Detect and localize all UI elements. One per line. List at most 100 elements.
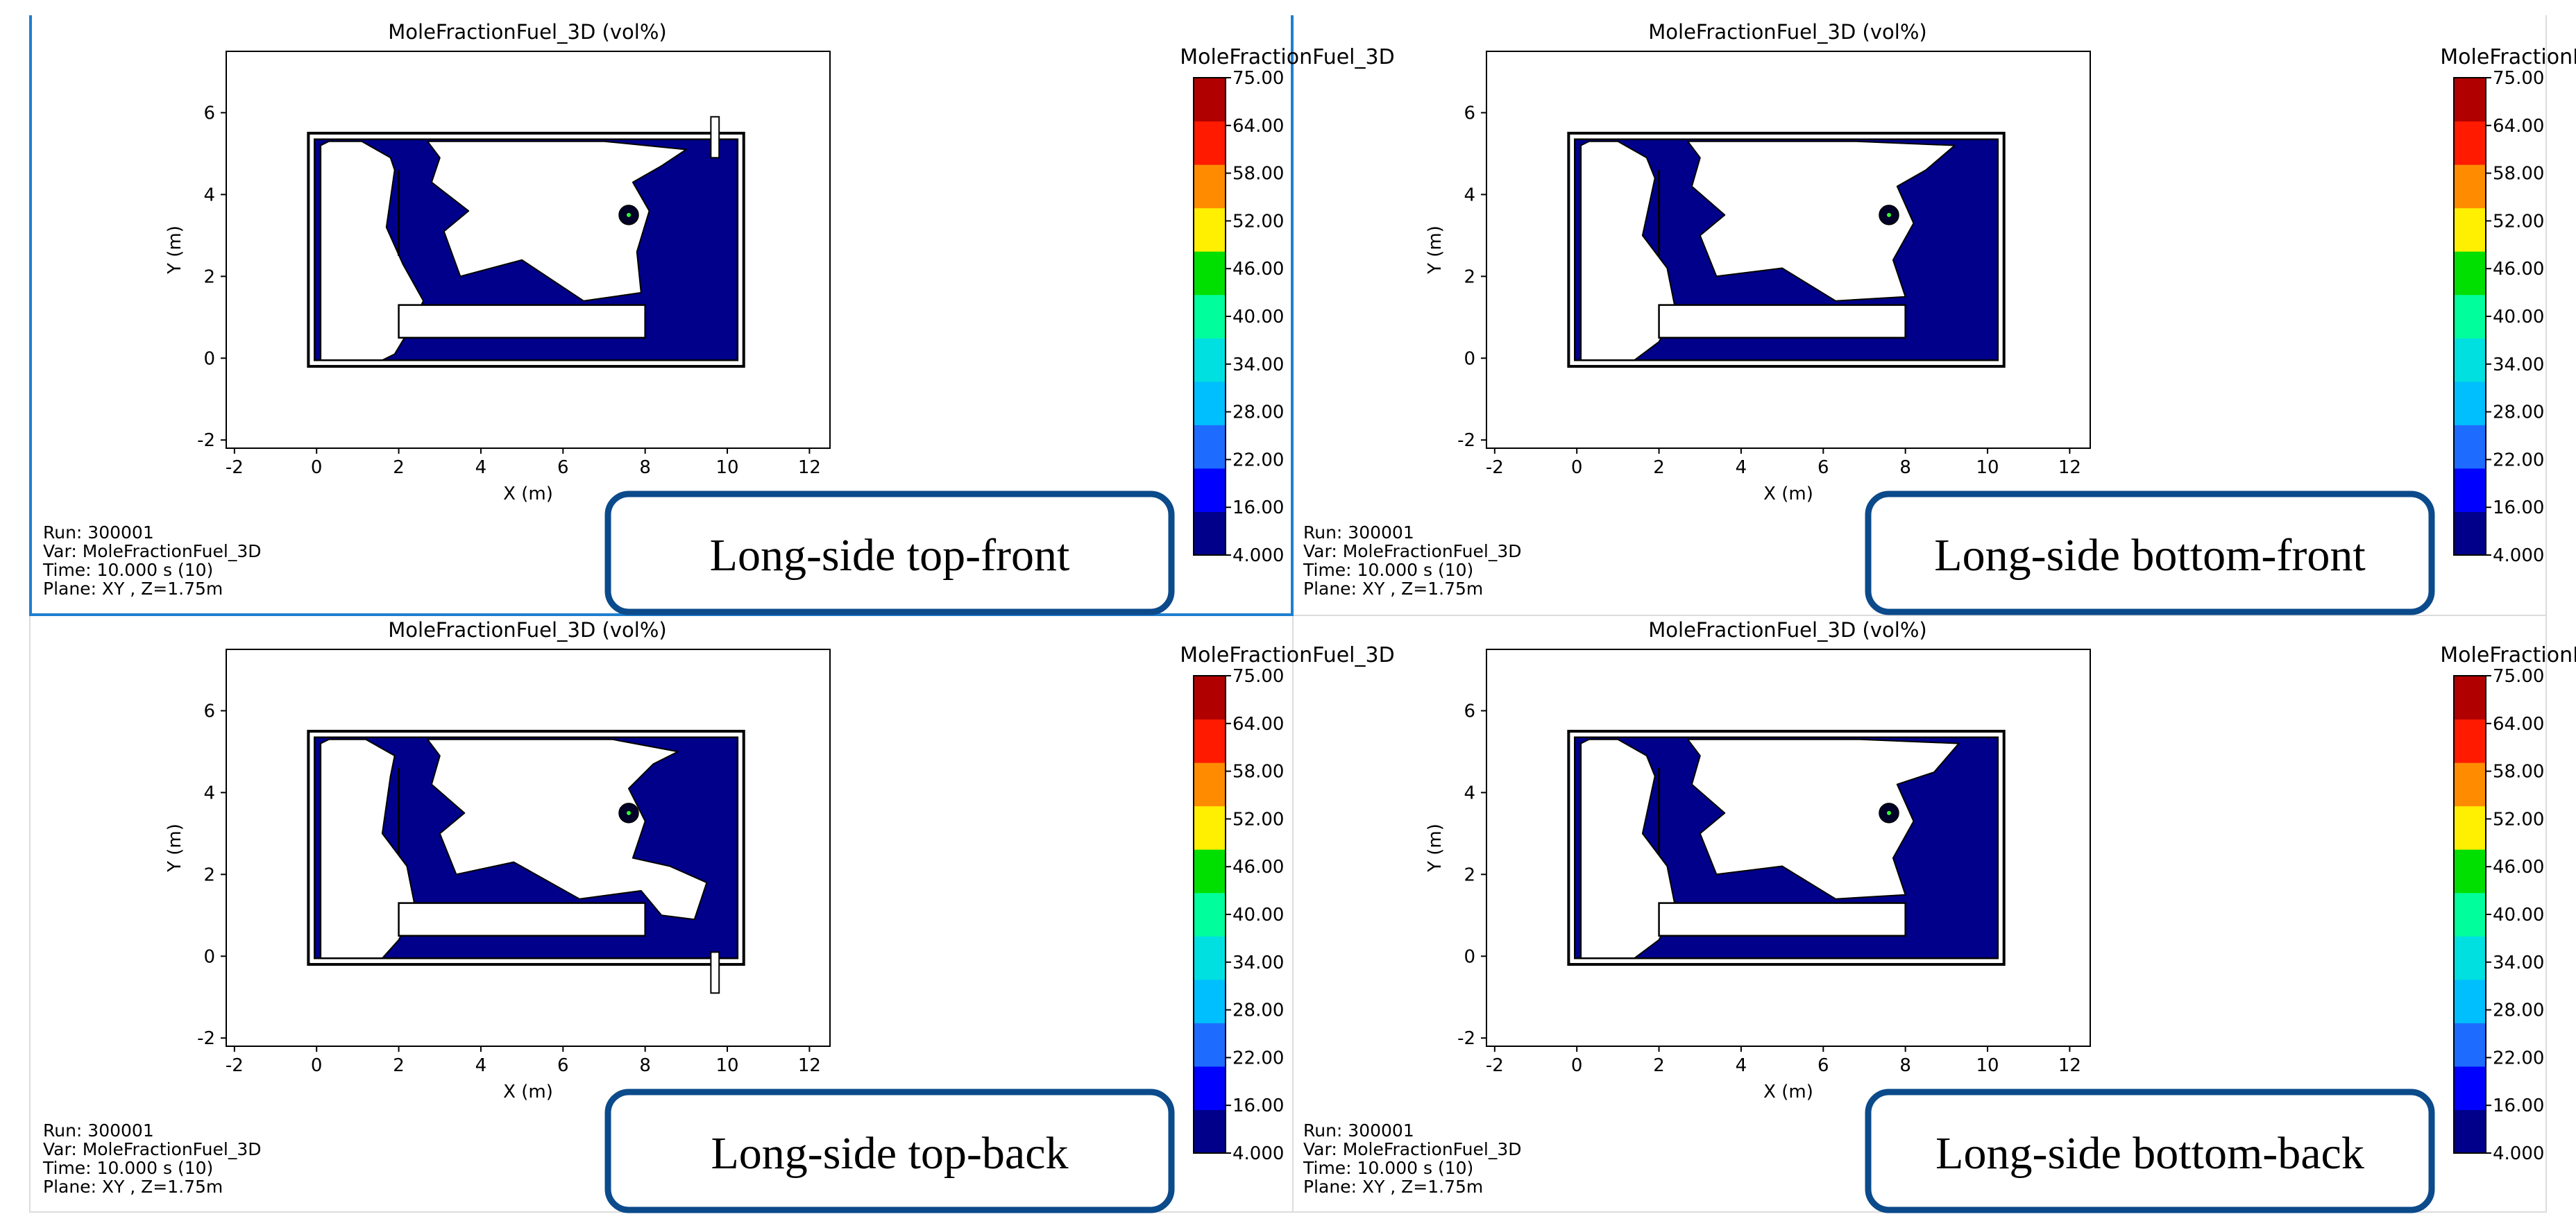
colorbar-tick-label: 46.00 — [2493, 259, 2544, 280]
colorbar-band — [2454, 338, 2486, 382]
colorbar-tick-label: 16.00 — [2493, 497, 2544, 518]
colorbar-tick-label: 40.00 — [2493, 307, 2544, 327]
colorbar-band — [1194, 1023, 1226, 1067]
y-tick-label: 0 — [203, 946, 215, 967]
x-tick-label: 2 — [1653, 457, 1665, 478]
y-tick-label: 4 — [203, 185, 215, 205]
y-axis-label: Y (m) — [1425, 824, 1446, 873]
x-tick-label: 10 — [715, 1055, 738, 1076]
colorbar-band — [1194, 294, 1226, 339]
x-tick-label: 12 — [2058, 457, 2081, 478]
leak-source-marker — [1887, 810, 1891, 815]
colorbar-band — [2454, 294, 2486, 339]
fuel-free-region-center — [1687, 140, 1956, 302]
info-time: Time: 10.000 s (10) — [42, 560, 213, 580]
colorbar-band — [2454, 1109, 2486, 1154]
y-tick-label: 2 — [1464, 266, 1475, 287]
colorbar-title: MoleFractionFuel_3D — [2440, 45, 2576, 69]
colorbar-band — [2454, 805, 2486, 850]
obstacle-block — [398, 902, 646, 937]
y-axis-label: Y (m) — [164, 824, 185, 873]
colorbar-band — [2454, 936, 2486, 980]
colorbar-band — [2454, 849, 2486, 894]
colorbar-tick-label: 64.00 — [2493, 714, 2544, 735]
colorbar-band — [2454, 381, 2486, 425]
callout-box — [1865, 1089, 2435, 1213]
x-tick-label: 12 — [798, 457, 821, 478]
colorbar-band — [1194, 381, 1226, 425]
callout-box — [1865, 491, 2435, 615]
panel-4: MoleFractionFuel_3D (vol%) -2 0 2 4 6 8 10 12 -2 0… — [1303, 618, 2576, 1213]
colorbar-tick-label: 58.00 — [2493, 762, 2544, 783]
x-tick-label: 2 — [393, 1055, 405, 1076]
info-plane: Plane: XY , Z=1.75m — [43, 1177, 223, 1197]
fuel-free-region-left — [1580, 140, 1677, 361]
x-tick-label: -2 — [1486, 1055, 1504, 1076]
info-plane: Plane: XY , Z=1.75m — [1303, 1177, 1483, 1197]
y-tick-label: -2 — [1457, 1028, 1475, 1049]
info-run: Run: 300001 — [1303, 1120, 1414, 1141]
colorbar-tick-label: 75.00 — [2493, 68, 2544, 89]
x-tick-label: 8 — [1899, 1055, 1911, 1076]
colorbar-tick-label: 28.00 — [1232, 402, 1284, 423]
chart-title: MoleFractionFuel_3D (vol%) — [1648, 20, 1926, 44]
colorbar-tick-label: 52.00 — [1232, 211, 1284, 232]
colorbar-tick-label: 58.00 — [1232, 164, 1284, 185]
fuel-free-region-left — [320, 738, 416, 960]
obstacle-block — [1658, 902, 1906, 937]
enclosure-inner-wall — [313, 138, 739, 361]
y-axis-label: Y (m) — [1425, 225, 1446, 275]
colorbar-band — [1194, 936, 1226, 980]
x-axis-label: X (m) — [1763, 1082, 1813, 1102]
y-tick-label: 0 — [203, 348, 215, 369]
colorbar-tick-label: 75.00 — [1232, 68, 1284, 89]
y-tick-label: 0 — [1464, 946, 1475, 967]
colorbar-tick-label: 46.00 — [2493, 857, 2544, 878]
x-tick-label: 8 — [639, 1055, 651, 1076]
x-axis-label: X (m) — [503, 484, 553, 504]
colorbar-tick-label: 16.00 — [1232, 1095, 1284, 1116]
colorbar-band — [2454, 979, 2486, 1023]
y-tick-label: -2 — [197, 1028, 215, 1049]
colorbar-tick-label: 58.00 — [1232, 762, 1284, 783]
x-tick-label: 8 — [639, 457, 651, 478]
x-tick-label: -2 — [226, 1055, 244, 1076]
colorbar-tick-label: 64.00 — [1232, 116, 1284, 137]
colorbar-band — [1194, 762, 1226, 807]
colorbar-tick-label: 75.00 — [1232, 666, 1284, 687]
x-tick-label: 0 — [311, 457, 323, 478]
y-tick-label: 4 — [1464, 185, 1475, 205]
colorbar-band — [2454, 892, 2486, 937]
colorbar-tick-label: 28.00 — [2493, 402, 2544, 423]
colorbar-tick-label: 34.00 — [2493, 355, 2544, 375]
colorbar-band — [1194, 511, 1226, 556]
callout-label: Long-side bottom-front — [1934, 530, 2365, 581]
colorbar-tick-label: 4.000 — [2493, 1143, 2544, 1164]
y-tick-label: 0 — [1464, 348, 1475, 369]
colorbar-tick-label: 58.00 — [2493, 164, 2544, 185]
x-tick-label: 6 — [557, 1055, 569, 1076]
y-tick-label: 2 — [203, 266, 215, 287]
x-tick-label: 0 — [311, 1055, 323, 1076]
info-var: Var: MoleFractionFuel_3D — [43, 1139, 262, 1159]
fuel-free-region-center — [427, 140, 687, 302]
x-axis-label: X (m) — [1763, 484, 1813, 504]
colorbar-tick-label: 28.00 — [1232, 1000, 1284, 1021]
colorbar-band — [2454, 207, 2486, 252]
vent-opening — [710, 116, 720, 159]
vent-opening — [710, 951, 720, 994]
leak-source-marker — [1887, 212, 1891, 217]
info-run: Run: 300001 — [1303, 522, 1414, 543]
y-tick-label: 4 — [1464, 783, 1475, 803]
colorbar-tick-label: 64.00 — [2493, 116, 2544, 137]
colorbar-band — [2454, 762, 2486, 807]
colorbar-tick-label: 64.00 — [1232, 714, 1284, 735]
callout-label: Long-side top-front — [710, 530, 1070, 581]
chart-title: MoleFractionFuel_3D (vol%) — [388, 618, 666, 642]
y-tick-label: 6 — [203, 701, 215, 722]
colorbar-title: MoleFractionFuel_3D — [1180, 45, 1394, 69]
colorbar-tick-label: 34.00 — [2493, 953, 2544, 973]
y-tick-label: 6 — [203, 103, 215, 123]
colorbar-tick-label: 52.00 — [2493, 211, 2544, 232]
info-time: Time: 10.000 s (10) — [1303, 560, 1473, 580]
